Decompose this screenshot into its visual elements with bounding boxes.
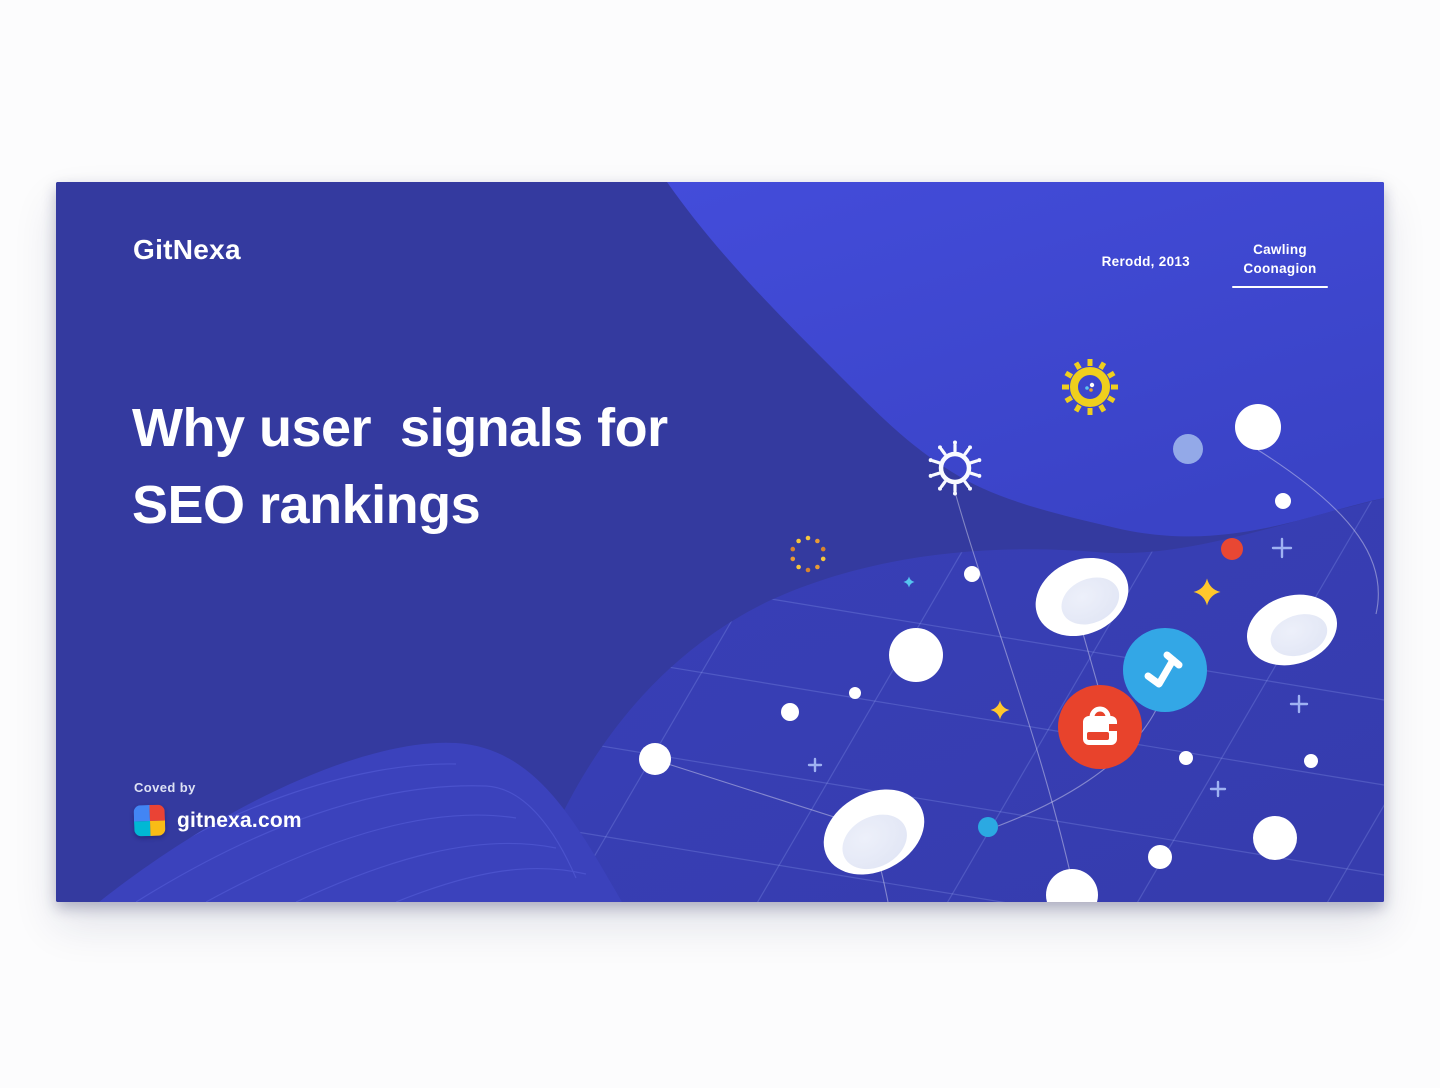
slide-meta: Rerodd, 2013 Cawling Coonagion — [1102, 240, 1328, 288]
page-title: Why user signals for SEO rankings — [132, 390, 668, 544]
background-blob-bright — [667, 182, 1384, 537]
dotted-circle-icon — [790, 535, 826, 573]
site-row[interactable]: gitnexa.com — [133, 804, 302, 837]
cube-quadrant-yellow — [149, 819, 166, 836]
white-dot — [781, 703, 799, 721]
covered-by-label: Coved by — [134, 780, 196, 795]
white-dot — [1304, 754, 1318, 768]
four-color-cube-icon — [133, 804, 166, 837]
shopping-bag-icon — [1083, 706, 1117, 745]
red-dot — [1221, 538, 1243, 560]
meta-label-line2: Coonagion — [1243, 261, 1317, 276]
heading-line1: Why user signals for — [132, 398, 668, 458]
white-dot — [1275, 493, 1291, 509]
meta-label-line1: Cawling — [1253, 242, 1307, 257]
meta-label: Cawling Coonagion — [1232, 240, 1328, 288]
white-dot — [1179, 751, 1193, 765]
white-circle — [1253, 816, 1297, 860]
disc-3d-1 — [1035, 557, 1129, 637]
trend-check-icon — [1144, 651, 1183, 688]
white-dot — [849, 687, 861, 699]
white-circle — [1046, 869, 1098, 902]
white-circle — [1235, 404, 1281, 450]
trend-badge — [1123, 628, 1207, 712]
white-circle — [639, 743, 671, 775]
disc-3d-3 — [823, 789, 925, 875]
meta-date: Rerodd, 2013 — [1101, 254, 1190, 269]
gear-sun-icon — [1062, 359, 1118, 415]
white-dot — [1148, 845, 1172, 869]
background-grid-region — [526, 498, 1384, 902]
footer: Coved by gitnexa.com — [133, 780, 302, 837]
disc-3d-2 — [1247, 594, 1337, 666]
site-name[interactable]: gitnexa.com — [177, 808, 302, 832]
meta-underline — [1232, 286, 1328, 288]
gear-outline-icon — [928, 440, 982, 496]
star-sparkle-yellow — [990, 578, 1221, 720]
white-circle — [889, 628, 943, 682]
background-artwork — [56, 182, 1384, 902]
white-dot — [964, 566, 980, 582]
cube-quadrant-blue — [133, 805, 150, 822]
background-wave-bottom-left — [99, 742, 622, 902]
cyan-dot — [978, 817, 998, 837]
star-sparkle-cyan — [903, 576, 915, 588]
cube-quadrant-cyan — [134, 820, 151, 837]
cover-slide: GitNexa Rerodd, 2013 Cawling Coonagion W… — [56, 182, 1384, 902]
cube-quadrant-red — [148, 804, 165, 821]
connector-lines — [667, 449, 1379, 902]
plus-sparkles — [807, 537, 1309, 798]
decorative-circles — [639, 404, 1318, 902]
bag-badge — [1058, 685, 1142, 769]
heading-line2: SEO rankings — [132, 475, 481, 535]
brand-logo: GitNexa — [133, 234, 241, 265]
light-blue-circle — [1173, 434, 1203, 464]
